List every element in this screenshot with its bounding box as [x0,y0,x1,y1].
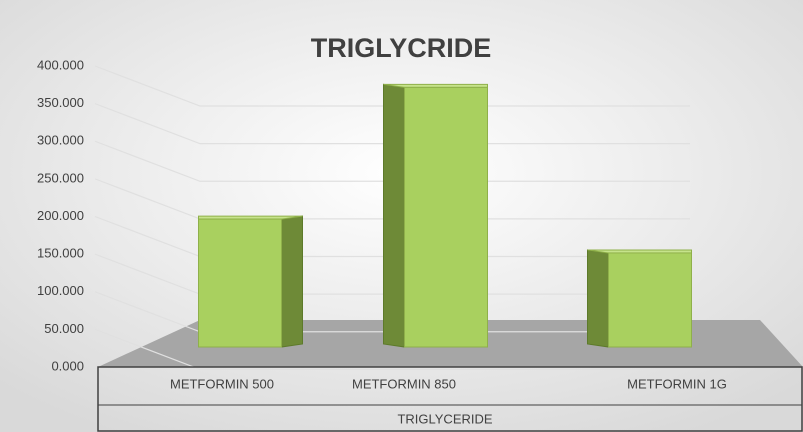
y-tick-label: 300.000 [37,133,84,148]
x-tick-label: METFORMIN 500 [170,376,274,391]
grid-line [94,140,690,182]
grid-line [94,328,690,370]
y-tick-label: 400.000 [37,57,84,72]
x-tick-label: METFORMIN 850 [352,376,456,391]
y-tick-label: 100.000 [37,283,84,298]
bar-side [281,215,303,348]
y-tick-label: 350.000 [37,95,84,110]
bar-side [383,83,405,348]
chart-title: TRIGLYCRIDE [311,33,492,63]
bar [404,86,488,348]
bar-side [587,249,609,348]
y-tick-label: 200.000 [37,208,84,223]
category-table [97,366,803,432]
x-tick-label: METFORMIN 1G [627,376,727,391]
bar [198,218,282,348]
bar [608,252,692,348]
x-axis-title: TRIGLYCERIDE [397,411,492,426]
grid-line [94,103,690,145]
y-tick-label: 0.000 [51,358,84,373]
y-tick-label: 250.000 [37,170,84,185]
grid-line [94,65,690,107]
y-tick-label: 50.000 [44,321,84,336]
y-tick-label: 150.000 [37,246,84,261]
